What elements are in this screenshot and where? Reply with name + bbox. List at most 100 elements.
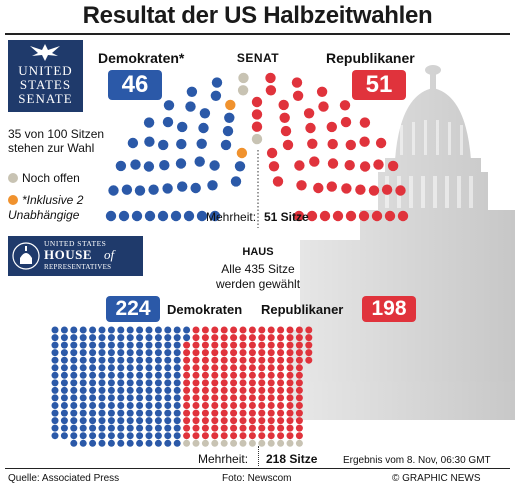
house-seat	[286, 364, 294, 372]
house-seat	[258, 341, 266, 349]
house-seat	[79, 409, 87, 417]
house-seat	[248, 341, 256, 349]
house-seat	[126, 402, 134, 409]
senate-seat	[144, 210, 156, 222]
house-seat	[173, 364, 181, 372]
senate-seat	[158, 139, 169, 151]
house-seat	[183, 349, 191, 357]
house-seat	[79, 417, 87, 425]
house-seat	[136, 432, 144, 440]
house-seat	[220, 334, 228, 342]
house-seat	[192, 364, 200, 372]
house-seat	[126, 386, 134, 394]
house-seat	[286, 409, 294, 417]
house-seat	[239, 334, 247, 342]
house-seat	[258, 326, 266, 334]
house-seat	[51, 349, 59, 357]
house-seat	[220, 364, 228, 372]
house-seat	[154, 379, 162, 387]
senate-seat	[316, 86, 328, 98]
house-seat	[164, 394, 172, 402]
house-seat	[107, 379, 115, 387]
house-seat	[201, 364, 209, 372]
house-seat	[60, 394, 68, 402]
senate-seat	[368, 185, 380, 196]
senate-seat	[185, 101, 196, 112]
house-seat	[220, 371, 228, 379]
house-seat	[201, 334, 209, 342]
house-seat	[248, 409, 256, 417]
senate-seat	[358, 210, 370, 222]
senate-rep-label: Republikaner	[326, 50, 415, 66]
house-seat	[126, 394, 134, 402]
footer-photo: Foto: Newscom	[222, 473, 292, 484]
house-seat	[70, 394, 78, 402]
footer-divider	[5, 468, 510, 469]
house-seat	[239, 341, 247, 349]
house-seat	[201, 379, 209, 387]
house-seat	[248, 326, 256, 334]
house-seat	[60, 371, 68, 379]
house-seat	[164, 379, 172, 387]
house-seat	[173, 432, 181, 440]
house-seat	[230, 364, 238, 372]
house-seat	[107, 326, 115, 334]
house-seat	[295, 356, 303, 364]
house-seat	[98, 439, 106, 447]
house-seat	[136, 349, 144, 357]
house-seat	[277, 356, 285, 364]
house-seat	[145, 432, 153, 440]
house-seat	[230, 334, 238, 342]
senate-seat	[209, 160, 220, 171]
house-seat	[154, 424, 162, 432]
house-dem-count: 224	[106, 296, 160, 322]
house-seat	[164, 402, 172, 409]
house-seat	[51, 424, 59, 432]
house-seat	[79, 394, 87, 402]
house-seat	[183, 394, 191, 402]
house-seat	[154, 417, 162, 425]
house-seat	[126, 364, 134, 372]
house-seat	[248, 432, 256, 440]
house-seat	[295, 409, 303, 417]
legend-open-label: Noch offen	[22, 171, 80, 185]
house-seat	[258, 417, 266, 425]
house-seat	[277, 349, 285, 357]
house-seat	[145, 356, 153, 364]
house-seat	[89, 349, 97, 357]
house-seat	[107, 349, 115, 357]
house-seat	[117, 356, 125, 364]
house-seat	[117, 394, 125, 402]
house-seat	[136, 334, 144, 342]
senate-seat	[345, 139, 356, 151]
house-seat	[277, 364, 285, 372]
house-seal-line4: REPRESENTATIVES	[44, 263, 112, 271]
house-seat	[117, 386, 125, 394]
house-seat	[60, 326, 68, 334]
house-seat	[107, 386, 115, 394]
house-seat	[305, 341, 313, 349]
house-seat	[173, 341, 181, 349]
house-seat	[79, 432, 87, 440]
house-seat	[211, 356, 219, 364]
house-seat	[248, 364, 256, 372]
house-seat	[145, 424, 153, 432]
house-seat	[211, 402, 219, 409]
house-seat	[230, 349, 238, 357]
house-seat	[211, 386, 219, 394]
house-seat	[277, 439, 285, 447]
house-seat	[117, 379, 125, 387]
senate-seat	[296, 180, 307, 191]
house-seat	[220, 432, 228, 440]
house-seat	[98, 341, 106, 349]
senate-seat	[340, 116, 352, 128]
house-seat	[201, 386, 209, 394]
house-seat	[201, 371, 209, 379]
house-seat	[79, 402, 87, 409]
house-seat	[136, 326, 144, 334]
house-seat	[239, 364, 247, 372]
house-seat	[145, 379, 153, 387]
house-seat	[286, 379, 294, 387]
legend-open-swatch	[8, 173, 18, 183]
